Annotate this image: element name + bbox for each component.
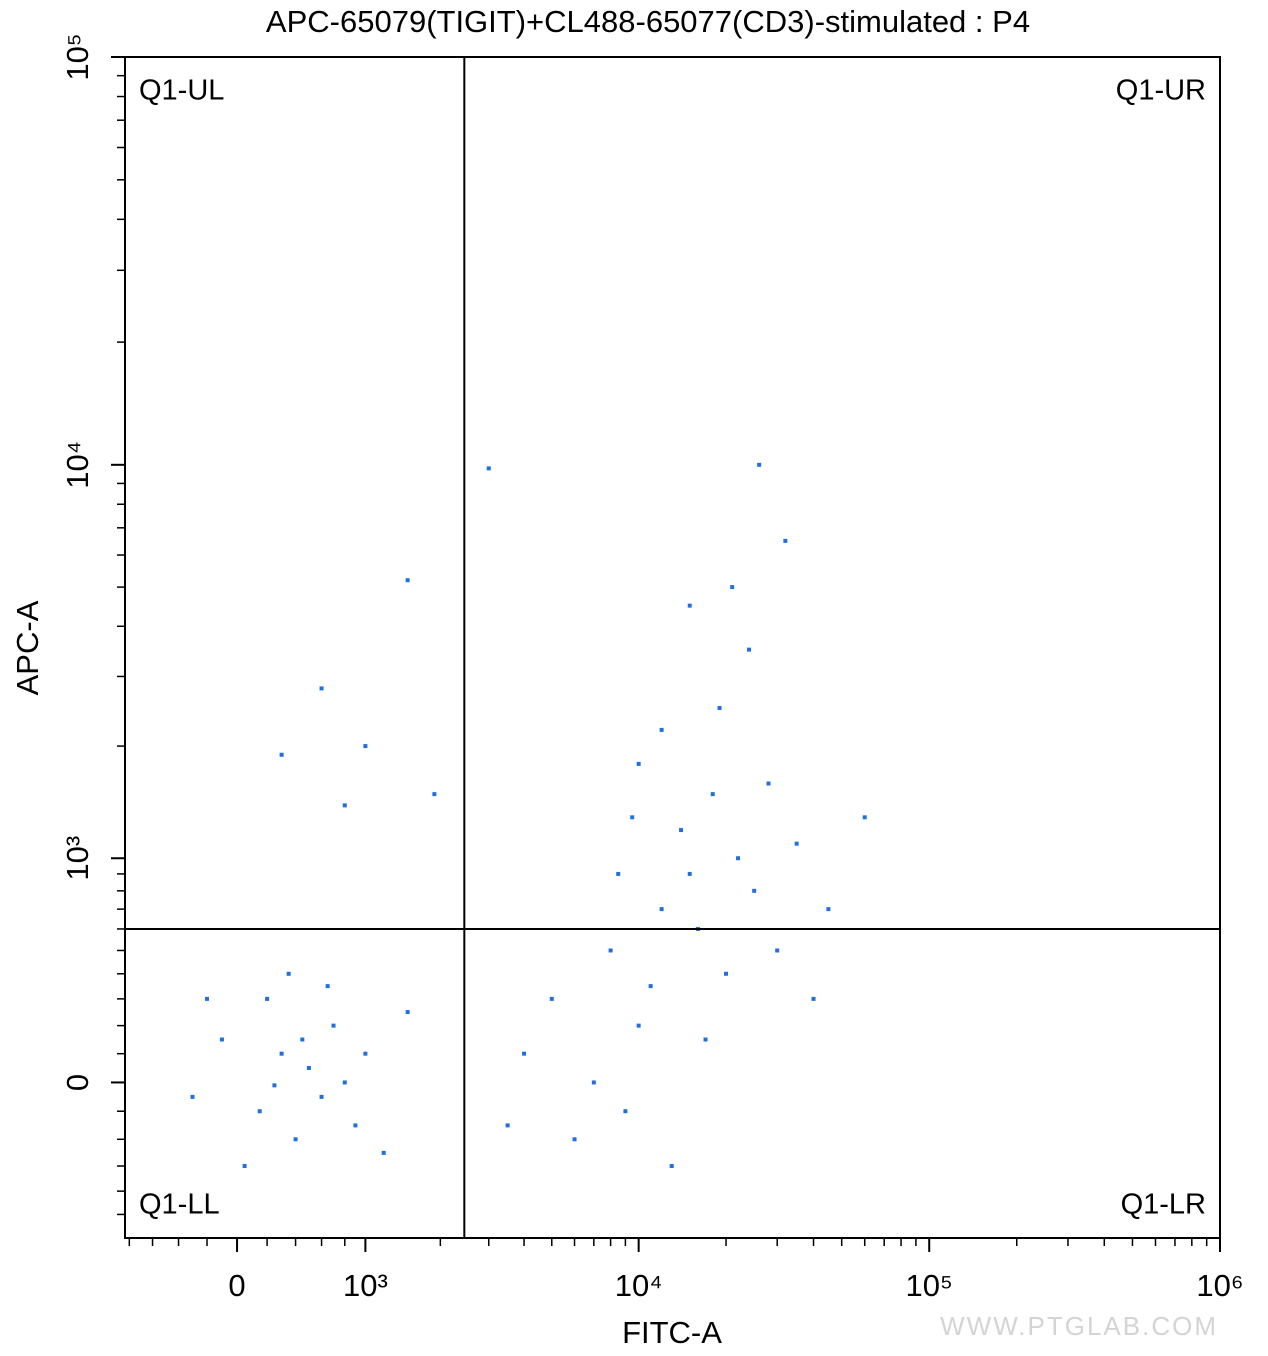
event-dot xyxy=(630,815,635,820)
y-tick-label: 10³ xyxy=(60,836,95,881)
event-dot xyxy=(623,1109,628,1114)
watermark: WWW.PTGLAB.COM xyxy=(940,1311,1218,1341)
x-tick-label: 0 xyxy=(228,1268,245,1303)
event-dot xyxy=(752,888,757,893)
event-dot xyxy=(591,1080,596,1085)
event-dot xyxy=(265,996,270,1001)
event-dot xyxy=(659,907,664,912)
event-dot xyxy=(826,907,831,912)
event-dot xyxy=(505,1123,510,1128)
event-dot xyxy=(257,1109,262,1114)
event-dot xyxy=(783,538,788,543)
quadrant-label: Q1-UR xyxy=(1116,75,1206,107)
event-dot xyxy=(205,996,210,1001)
quadrant-label: Q1-LL xyxy=(139,1189,220,1221)
event-dot xyxy=(766,781,771,786)
event-dot xyxy=(811,996,816,1001)
event-dot xyxy=(794,841,799,846)
event-dot xyxy=(730,585,735,590)
event-dot xyxy=(549,996,554,1001)
y-axis-label: APC-A xyxy=(10,600,45,695)
event-dot xyxy=(293,1137,298,1142)
event-dot xyxy=(669,1164,674,1169)
event-dot xyxy=(687,871,692,876)
event-dot xyxy=(636,761,641,766)
x-tick-label: 10⁵ xyxy=(906,1268,953,1303)
event-dot xyxy=(279,752,284,757)
chart-title: APC-65079(TIGIT)+CL488-65077(CD3)-stimul… xyxy=(266,4,1030,39)
event-dot xyxy=(486,466,491,471)
event-dot xyxy=(775,948,780,953)
event-dot xyxy=(363,744,368,749)
event-dot xyxy=(717,705,722,710)
event-dot xyxy=(757,462,762,467)
event-dot xyxy=(710,792,715,797)
y-tick-label: 10⁴ xyxy=(60,441,95,489)
event-dot xyxy=(522,1051,527,1056)
event-dot xyxy=(405,1010,410,1015)
event-dot xyxy=(862,815,867,820)
event-dot xyxy=(363,1051,368,1056)
event-dot xyxy=(736,856,741,861)
event-dot xyxy=(342,803,347,808)
event-dot xyxy=(342,1080,347,1085)
event-dot xyxy=(286,971,291,976)
event-dot xyxy=(608,948,613,953)
event-dot xyxy=(306,1066,311,1071)
event-dot xyxy=(325,984,330,989)
event-dot xyxy=(279,1051,284,1056)
event-dot xyxy=(405,578,410,583)
event-dot xyxy=(724,971,729,976)
event-dot xyxy=(572,1137,577,1142)
quadrant-label: Q1-UL xyxy=(139,75,224,107)
event-dot xyxy=(381,1150,386,1155)
event-dot xyxy=(703,1037,708,1042)
event-dot xyxy=(331,1023,336,1028)
y-tick-label: 0 xyxy=(60,1074,95,1091)
quadrant-label: Q1-LR xyxy=(1121,1189,1206,1221)
event-dot xyxy=(648,984,653,989)
y-tick-label: 10⁵ xyxy=(60,33,95,80)
x-tick-label: 10³ xyxy=(343,1268,388,1303)
x-tick-label: 10⁶ xyxy=(1196,1268,1243,1303)
event-dot xyxy=(659,727,664,732)
event-dot xyxy=(300,1037,305,1042)
event-dot xyxy=(432,792,437,797)
event-dot xyxy=(353,1123,358,1128)
event-dot xyxy=(190,1094,195,1099)
event-dot xyxy=(636,1023,641,1028)
event-dot xyxy=(219,1037,224,1042)
x-tick-label: 10⁴ xyxy=(615,1268,663,1303)
event-dot xyxy=(319,1094,324,1099)
event-dot xyxy=(319,686,324,691)
x-axis-label: FITC-A xyxy=(622,1315,722,1350)
event-dot xyxy=(272,1083,277,1088)
event-dot xyxy=(747,647,752,652)
event-dot xyxy=(687,603,692,608)
plot-frame xyxy=(124,56,1221,1239)
event-dot xyxy=(242,1164,247,1169)
event-dot xyxy=(616,871,621,876)
event-dot xyxy=(679,828,684,833)
